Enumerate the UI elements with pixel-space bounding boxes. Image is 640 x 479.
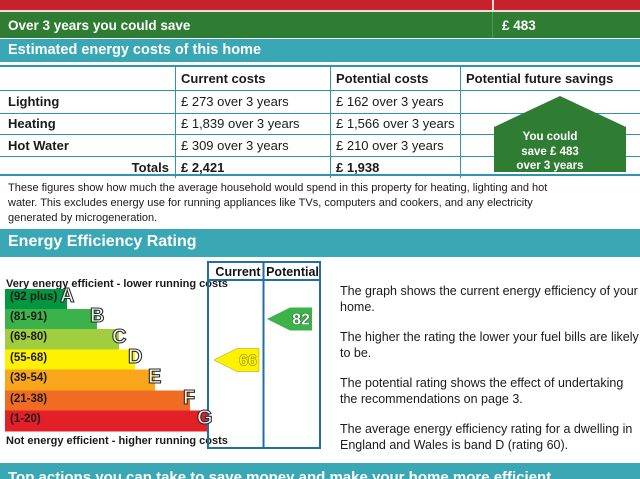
svg-text:66: 66 <box>239 353 257 370</box>
svg-text:82: 82 <box>292 312 310 329</box>
